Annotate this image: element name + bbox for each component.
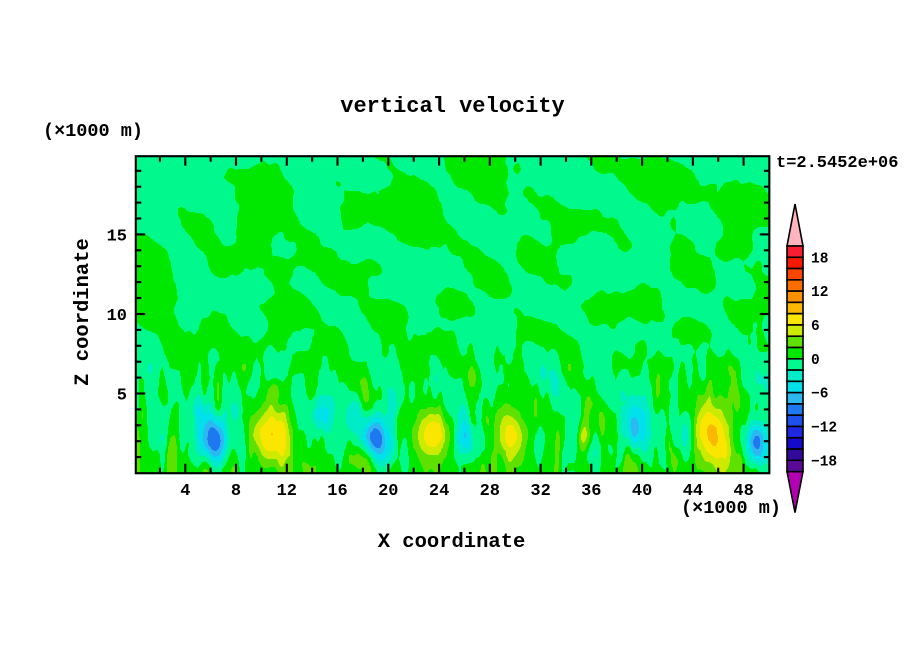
svg-text:t=2.5452e+06: t=2.5452e+06 (776, 154, 898, 173)
svg-text:32: 32 (530, 482, 550, 501)
svg-text:4: 4 (180, 482, 190, 501)
svg-text:18: 18 (811, 251, 828, 267)
svg-text:12: 12 (811, 285, 828, 301)
svg-text:44: 44 (683, 482, 703, 501)
svg-text:24: 24 (429, 482, 449, 501)
svg-text:48: 48 (733, 482, 753, 501)
svg-text:5: 5 (117, 387, 127, 406)
svg-text:15: 15 (107, 227, 127, 246)
svg-text:10: 10 (107, 307, 127, 326)
svg-text:36: 36 (581, 482, 601, 501)
svg-text:vertical velocity: vertical velocity (340, 94, 564, 119)
svg-text:Z coordinate: Z coordinate (72, 238, 95, 386)
svg-text:6: 6 (811, 319, 820, 335)
svg-text:−6: −6 (811, 387, 828, 403)
svg-text:−12: −12 (811, 421, 837, 437)
svg-text:8: 8 (231, 482, 241, 501)
svg-text:(×1000 m): (×1000 m) (43, 121, 143, 142)
svg-text:12: 12 (277, 482, 297, 501)
svg-text:40: 40 (632, 482, 652, 501)
svg-text:0: 0 (811, 353, 820, 369)
svg-text:20: 20 (378, 482, 398, 501)
svg-text:16: 16 (327, 482, 347, 501)
svg-text:28: 28 (480, 482, 500, 501)
svg-text:X coordinate: X coordinate (378, 531, 526, 554)
svg-text:(×1000 m): (×1000 m) (681, 498, 781, 519)
svg-text:−18: −18 (811, 454, 837, 470)
